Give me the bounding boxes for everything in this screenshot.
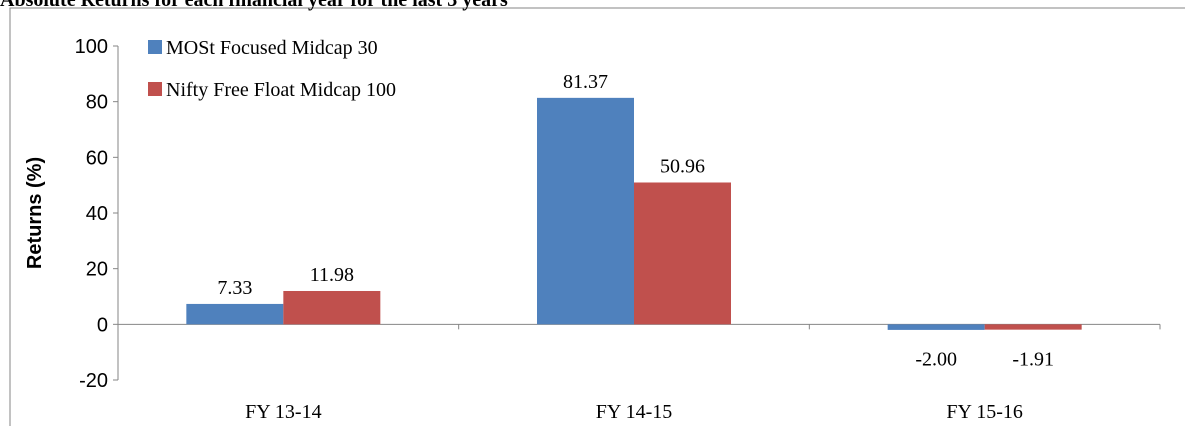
legend-label: MOSt Focused Midcap 30 [166, 37, 378, 59]
data-label: 7.33 [217, 277, 252, 299]
data-label: 11.98 [310, 264, 354, 286]
y-axis-title: Returns (%) [24, 157, 46, 269]
data-label: 81.37 [563, 71, 608, 93]
y-tick-label: 100 [75, 36, 108, 58]
x-tick-label: FY 14-15 [596, 401, 672, 423]
chart-frame [9, 7, 1185, 426]
legend-label: Nifty Free Float Midcap 100 [166, 79, 396, 101]
chart-title: Absolute Returns for each financial year… [0, 0, 508, 11]
data-label: -2.00 [915, 348, 957, 370]
bar [887, 324, 985, 330]
data-label: 50.96 [660, 155, 705, 177]
y-tick-label: -20 [79, 370, 108, 392]
bar [634, 182, 731, 325]
y-tick-label: 60 [86, 147, 108, 169]
y-tick-label: 80 [86, 92, 108, 114]
legend-swatch [148, 40, 162, 54]
bar [984, 324, 1082, 330]
x-tick-label: FY 15-16 [946, 401, 1022, 423]
bar [186, 303, 284, 325]
legend-swatch [148, 82, 162, 96]
data-label: -1.91 [1012, 348, 1054, 370]
x-tick-label: FY 13-14 [245, 401, 321, 423]
y-tick-label: 40 [86, 203, 108, 225]
bar [283, 290, 381, 325]
y-tick-label: 20 [86, 259, 108, 281]
y-tick-label: 0 [97, 314, 108, 336]
bar [537, 97, 634, 325]
